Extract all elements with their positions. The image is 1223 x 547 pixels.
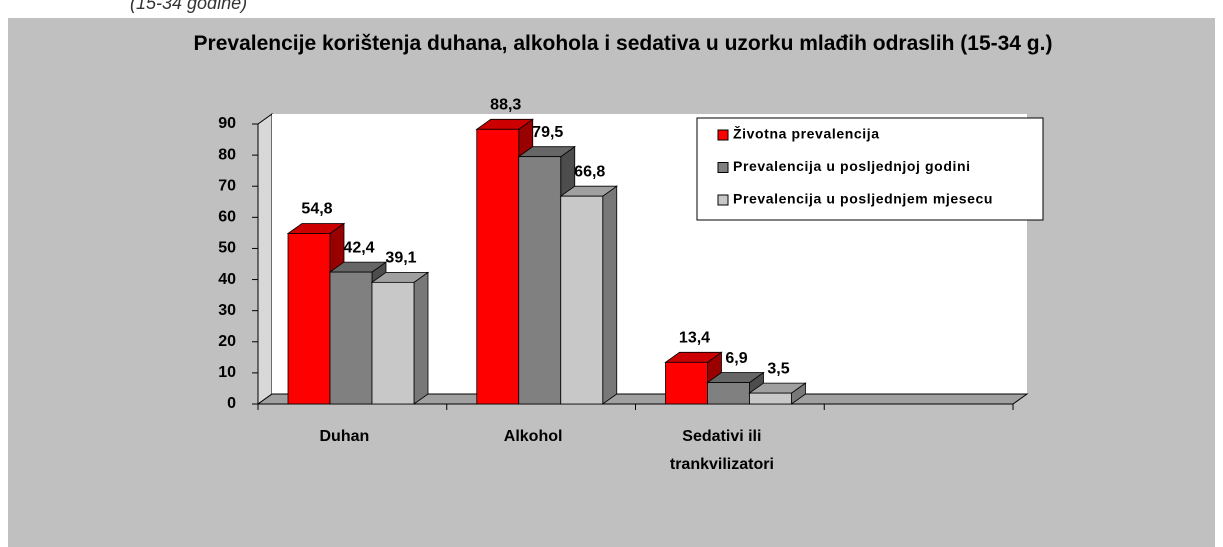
value-label: 13,4	[679, 330, 710, 347]
value-label: 88,3	[490, 97, 521, 114]
chart-title: Prevalencije korištenja duhana, alkohola…	[193, 32, 1053, 55]
y-tick-label: 10	[218, 364, 236, 381]
legend-label: Životna prevalencija	[733, 125, 880, 142]
bar-front	[287, 233, 331, 405]
bar-front	[665, 361, 708, 405]
legend-label: Prevalencija u posljednjem mjesecu	[733, 191, 993, 207]
text-line: Sedativi ili	[682, 428, 761, 445]
value-label: 42,4	[343, 239, 374, 256]
value-label: 66,8	[574, 163, 605, 180]
value-label: 6,9	[725, 350, 747, 367]
value-label: 54,8	[301, 201, 332, 218]
bar	[370, 271, 430, 405]
x-tick-label: Duhan	[319, 428, 369, 445]
bar	[664, 351, 723, 405]
bar-front	[560, 195, 604, 405]
bar	[748, 382, 807, 405]
left-wall	[257, 113, 273, 405]
caption: (15-34 godine)	[130, 0, 247, 13]
bar-front	[707, 382, 750, 405]
bar-front	[476, 128, 520, 405]
y-tick-label: 30	[218, 302, 236, 319]
bar-side	[602, 185, 618, 405]
x-tick-label: Alkohol	[504, 428, 563, 445]
y-tick-label: 50	[218, 240, 236, 257]
legend-label: Prevalencija u posljednjoj godini	[733, 158, 971, 174]
y-tick-label: 90	[218, 115, 236, 132]
y-tick-label: 80	[218, 146, 236, 163]
value-label: 79,5	[532, 124, 563, 141]
chart-title-box: Prevalencije korištenja duhana, alkohola…	[193, 32, 1053, 55]
bar-front	[329, 271, 373, 405]
bar	[559, 185, 618, 405]
legend-swatch	[717, 129, 729, 141]
bar-front	[749, 392, 792, 405]
y-tick-label: 70	[218, 177, 236, 194]
legend	[696, 117, 1044, 221]
y-tick-label: 60	[218, 209, 236, 226]
legend-swatch	[717, 162, 729, 173]
text-line: trankvilizatori	[670, 456, 774, 473]
value-label: 3,5	[767, 360, 789, 377]
bar-side	[413, 271, 429, 405]
y-tick-label: 40	[218, 271, 236, 288]
bar-front	[518, 156, 562, 405]
x-tick-label: Sedativi ili trankvilizatori	[670, 428, 774, 473]
value-label: 39,1	[385, 250, 416, 267]
legend-swatch	[717, 194, 729, 206]
bar-front	[371, 281, 415, 405]
y-tick-label: 20	[218, 333, 236, 350]
y-tick-label: 0	[227, 395, 236, 412]
